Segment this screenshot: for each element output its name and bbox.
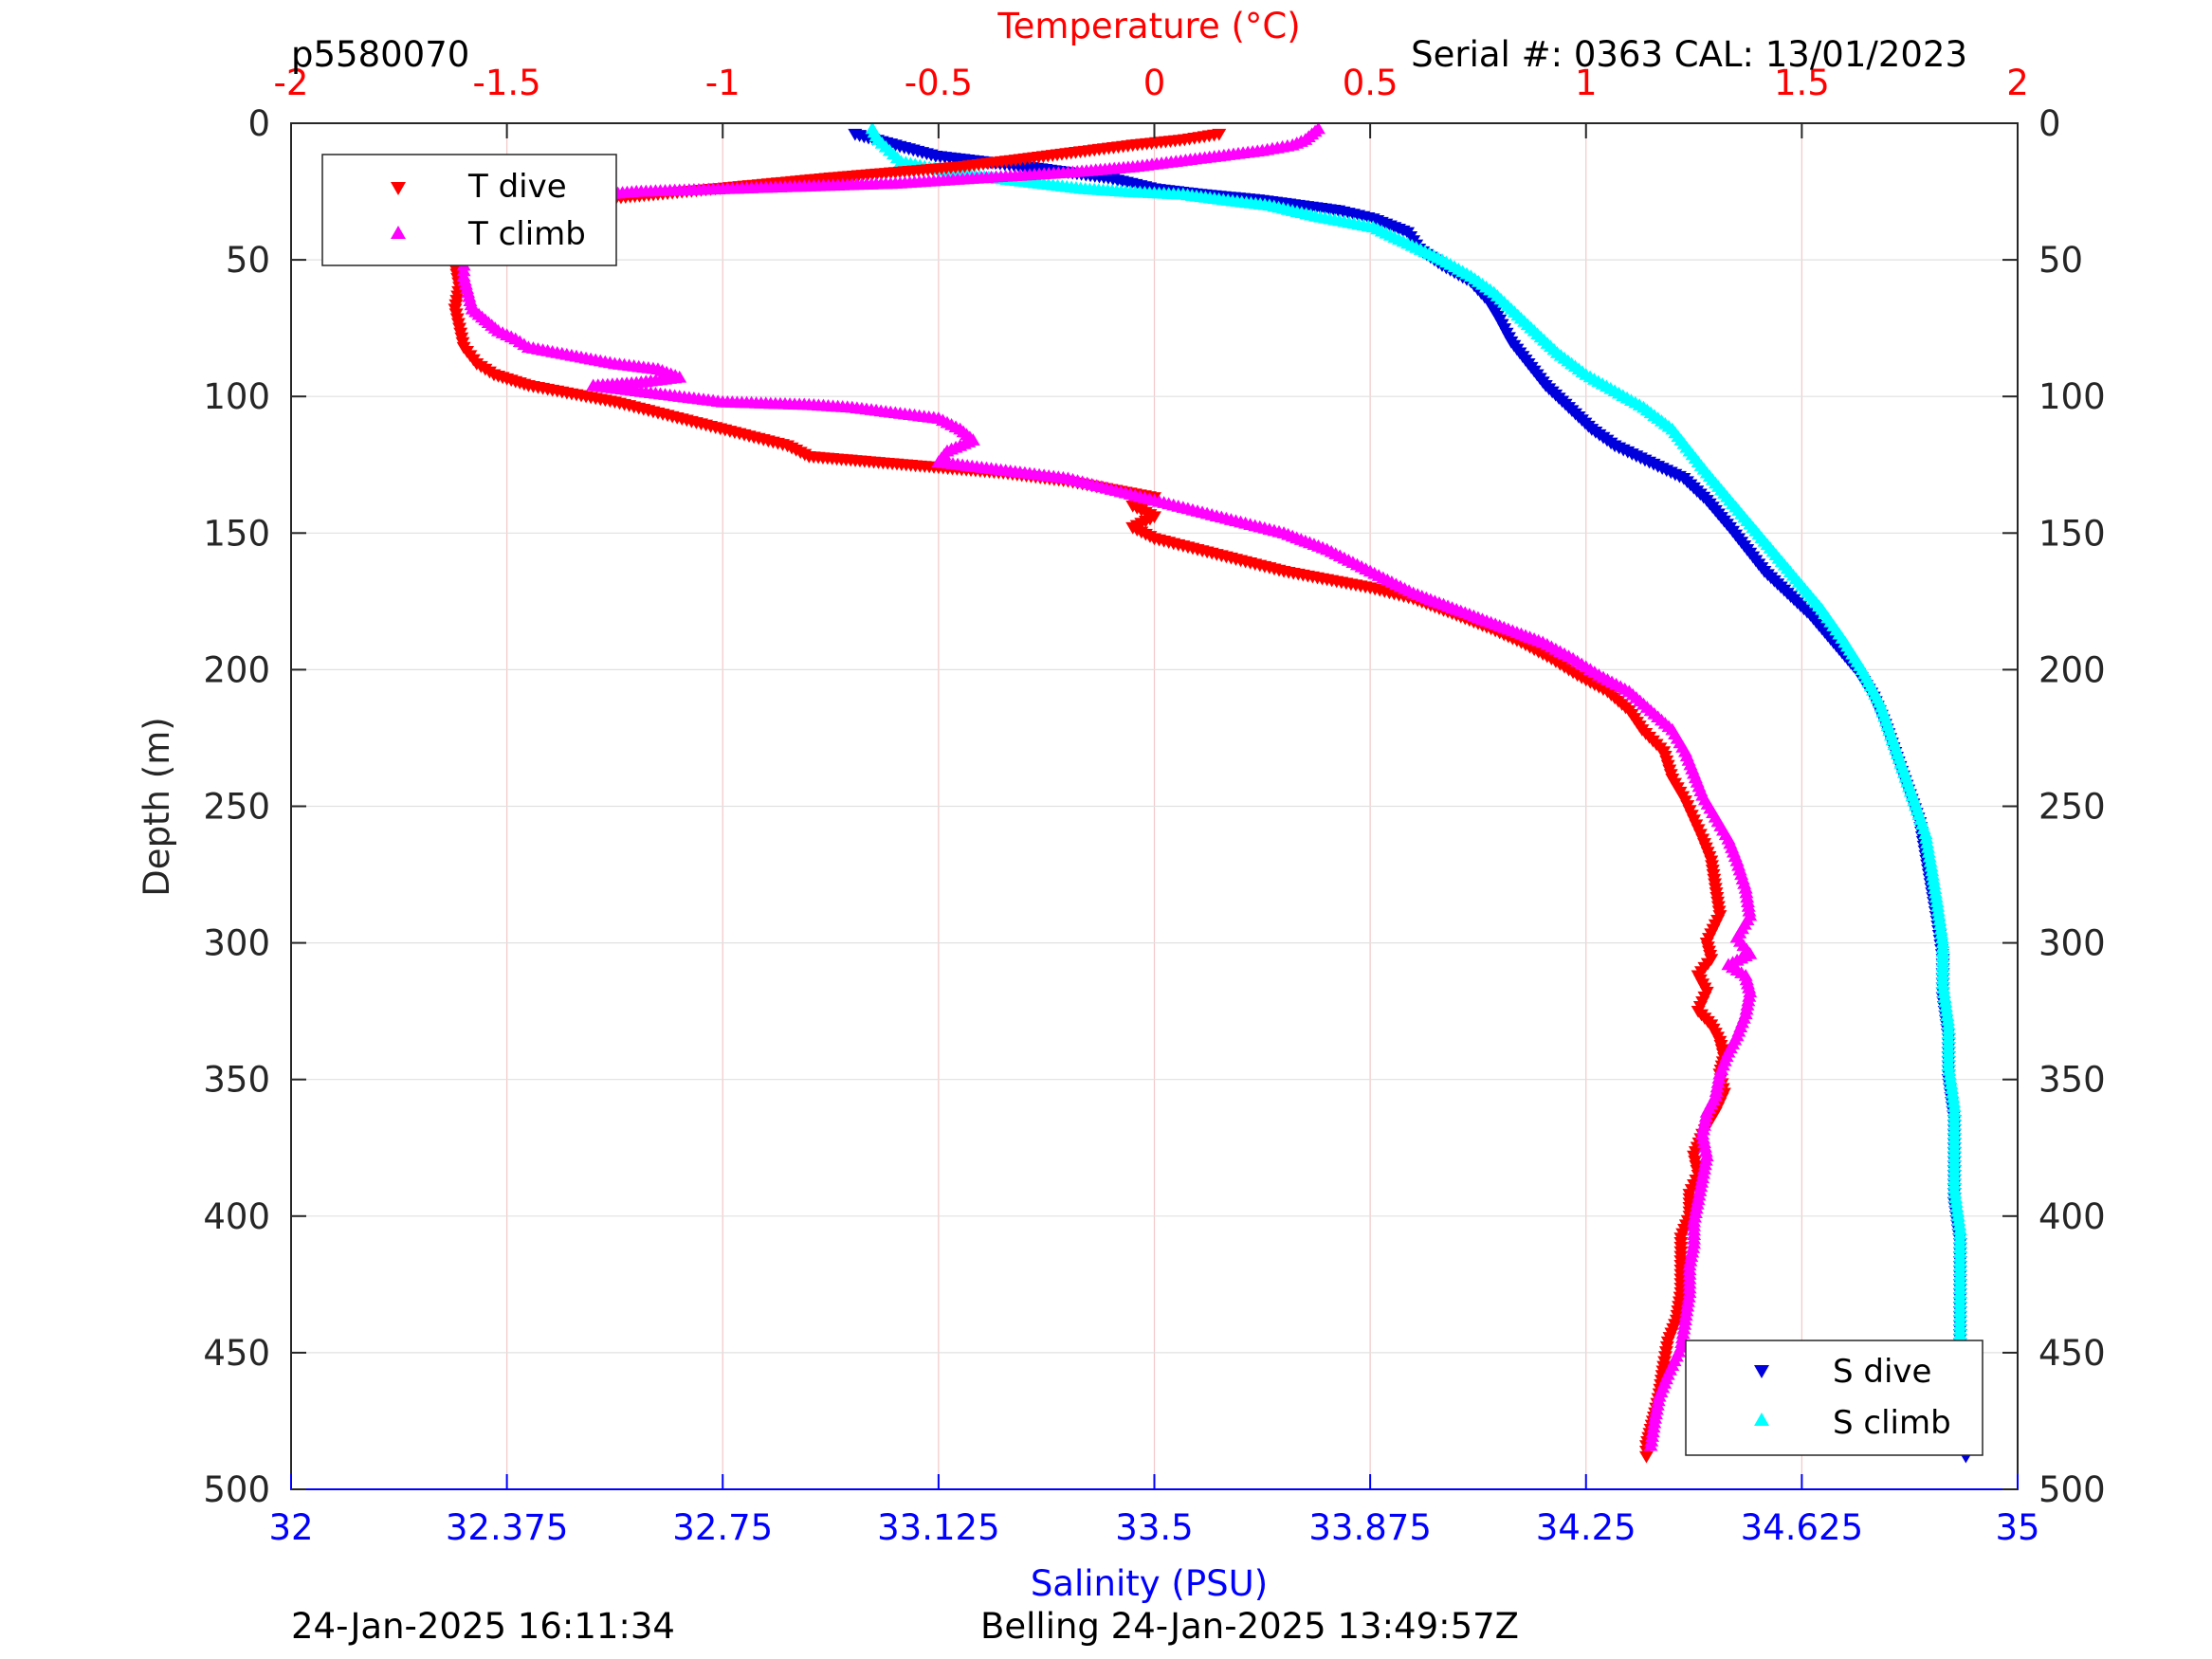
depth-tick-label-left: 350 <box>203 1060 270 1101</box>
sal-tick-label: 33.5 <box>1115 1507 1193 1548</box>
depth-tick-label-left: 100 <box>203 376 270 417</box>
sal-tick-label: 32.375 <box>446 1507 568 1548</box>
legend-marker-s-dive <box>1754 1365 1769 1378</box>
depth-tick-label-right: 0 <box>2038 103 2061 144</box>
sal-tick-label: 35 <box>1995 1507 2039 1548</box>
depth-axis-title: Depth (m) <box>137 717 177 896</box>
legend-marker-t-dive <box>391 182 406 195</box>
axis-ticks: -2 32 -1.5 32.375 -1 32.75 -0.5 33.125 0 33.5 0.5 3… <box>203 63 2105 1548</box>
temp-tick-label: -1 <box>705 63 740 103</box>
depth-tick-label-left: 500 <box>203 1469 270 1510</box>
sal-tick-label: 32 <box>268 1507 313 1548</box>
depth-tick-label-right: 400 <box>2038 1196 2106 1237</box>
legend-marker-s-climb <box>1754 1413 1769 1426</box>
temp-tick-label: 2 <box>2006 63 2029 103</box>
temp-tick-label: -1.5 <box>473 63 541 103</box>
depth-tick-label-right: 150 <box>2038 513 2106 554</box>
serial-cal-label: Serial #: 0363 CAL: 13/01/2023 <box>1411 34 1967 75</box>
depth-tick-label-right: 450 <box>2038 1333 2106 1374</box>
depth-tick-label-left: 400 <box>203 1196 270 1237</box>
data-point <box>1922 849 1937 863</box>
depth-tick-label-right: 350 <box>2038 1060 2106 1101</box>
data-point <box>1643 1438 1658 1451</box>
data-point <box>1923 854 1938 867</box>
data-point <box>1921 845 1936 858</box>
depth-tick-label-left: 50 <box>226 240 270 281</box>
data-point <box>1920 836 1935 848</box>
depth-tick-label-left: 300 <box>203 923 270 964</box>
profile-id: p5580070 <box>291 34 469 75</box>
depth-tick-label-left: 250 <box>203 787 270 828</box>
temp-tick-label: 0.5 <box>1343 63 1398 103</box>
legend-label-s-climb: S climb <box>1833 1404 1951 1442</box>
depth-tick-label-left: 150 <box>203 513 270 554</box>
footer-belling: Belling 24-Jan-2025 13:49:57Z <box>980 1606 1519 1647</box>
temp-tick-label: 1.5 <box>1774 63 1830 103</box>
depth-tick-label-right: 250 <box>2038 787 2106 828</box>
temp-tick-label: -2 <box>274 63 309 103</box>
sal-tick-label: 34.25 <box>1536 1507 1636 1548</box>
legend-temperature: T dive T climb <box>321 154 617 266</box>
depth-tick-label-right: 300 <box>2038 923 2106 964</box>
salinity-axis-title: Salinity (PSU) <box>1031 1563 1268 1604</box>
depth-tick-label-right: 500 <box>2038 1469 2106 1510</box>
series-t-climb <box>426 121 1758 1451</box>
series-s-climb <box>865 121 1967 1435</box>
legend-salinity-box <box>1685 1340 1983 1456</box>
sal-tick-label: 33.125 <box>877 1507 999 1548</box>
sal-tick-label: 33.875 <box>1308 1507 1431 1548</box>
depth-tick-label-right: 100 <box>2038 376 2106 417</box>
legend-temperature-box <box>321 154 617 266</box>
data-point <box>1920 841 1935 853</box>
sal-tick-label: 34.625 <box>1741 1507 1863 1548</box>
legend-label-t-climb: T climb <box>467 215 586 253</box>
legend-salinity: S dive S climb <box>1685 1340 1983 1456</box>
data-point <box>1638 1450 1654 1464</box>
depth-tick-label-left: 200 <box>203 649 270 690</box>
depth-tick-label-right: 200 <box>2038 649 2106 690</box>
temperature-axis-title: Temperature (°C) <box>996 6 1300 46</box>
sal-tick-label: 32.75 <box>672 1507 773 1548</box>
legend-marker-t-climb <box>391 226 406 239</box>
temp-tick-label: -0.5 <box>905 63 973 103</box>
legend-label-s-dive: S dive <box>1833 1353 1931 1391</box>
temp-tick-label: 1 <box>1575 63 1598 103</box>
temp-tick-label: 0 <box>1143 63 1166 103</box>
legend-label-t-dive: T dive <box>467 168 567 206</box>
data-point <box>1919 831 1934 844</box>
footer-timestamp: 24-Jan-2025 16:11:34 <box>291 1606 675 1647</box>
depth-tick-label-right: 50 <box>2038 240 2083 281</box>
depth-tick-label-left: 450 <box>203 1333 270 1374</box>
data-series <box>426 121 1973 1464</box>
depth-tick-label-left: 0 <box>247 103 270 144</box>
data-point <box>1918 827 1933 839</box>
